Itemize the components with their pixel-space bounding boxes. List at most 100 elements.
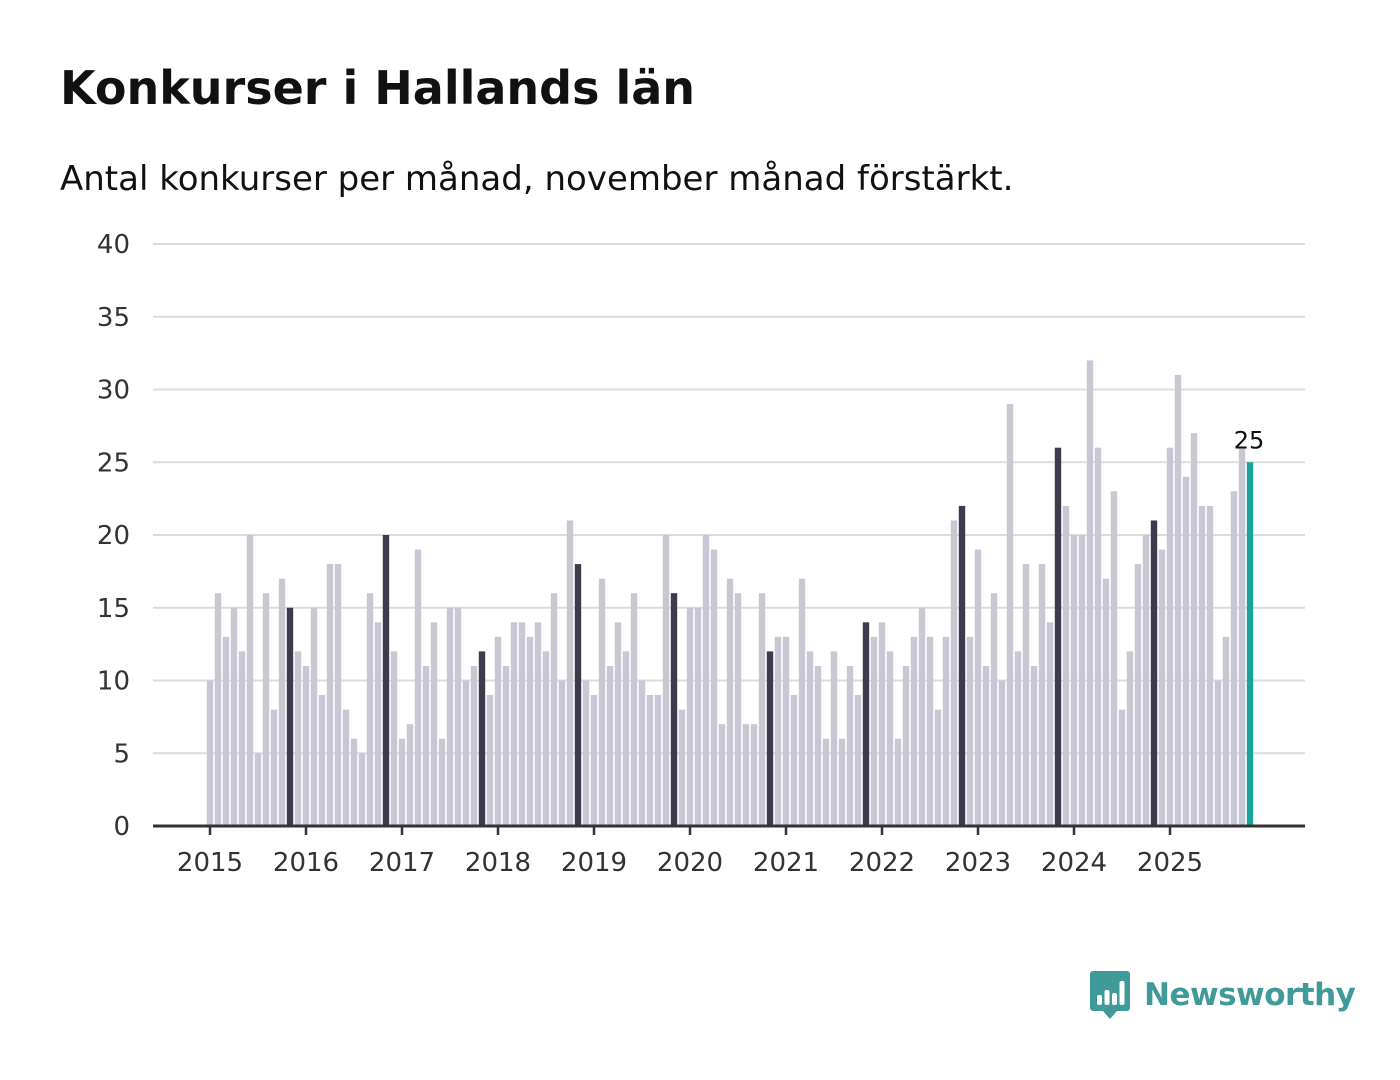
- x-tick-label: 2015: [177, 848, 243, 878]
- bar: [798, 578, 806, 826]
- bar: [662, 535, 670, 826]
- bar: [638, 680, 646, 826]
- bar: [614, 622, 622, 826]
- bar: [846, 665, 854, 826]
- bar: [718, 724, 726, 826]
- bar: [1190, 433, 1198, 826]
- bar: [318, 695, 326, 826]
- bar: [790, 695, 798, 826]
- bar: [942, 636, 950, 826]
- bar: [982, 665, 990, 826]
- bar: [230, 607, 238, 826]
- bar: [758, 593, 766, 826]
- bar: [1070, 535, 1078, 826]
- bar: [566, 520, 574, 826]
- bar: [438, 738, 446, 826]
- bar: [1126, 651, 1134, 826]
- bar: [1078, 535, 1086, 826]
- bar: [510, 622, 518, 826]
- x-tick-label: 2025: [1137, 848, 1203, 878]
- bar: [342, 709, 350, 826]
- bar: [750, 724, 758, 826]
- bar: [1030, 665, 1038, 826]
- bar: [806, 651, 814, 826]
- bar: [1142, 535, 1150, 826]
- bar: [358, 753, 366, 826]
- bar: [838, 738, 846, 826]
- axes: [153, 824, 1305, 835]
- bar-november: [670, 593, 678, 826]
- bar: [1046, 622, 1054, 826]
- bar-november: [766, 651, 774, 826]
- bar: [214, 593, 222, 826]
- bar: [414, 549, 422, 826]
- bar: [334, 564, 342, 826]
- bar: [598, 578, 606, 826]
- x-tick-label: 2020: [657, 848, 723, 878]
- bar: [446, 607, 454, 826]
- bar: [494, 636, 502, 826]
- bar: [1158, 549, 1166, 826]
- bar: [278, 578, 286, 826]
- bar: [910, 636, 918, 826]
- bar: [1166, 447, 1174, 826]
- x-tick-label: 2021: [753, 848, 819, 878]
- bar: [886, 651, 894, 826]
- newsworthy-logo[interactable]: Newsworthy: [1090, 968, 1356, 1022]
- bar-november: [1054, 447, 1062, 826]
- bar: [310, 607, 318, 826]
- x-tick-label: 2017: [369, 848, 435, 878]
- bar: [1094, 447, 1102, 826]
- bar: [1206, 505, 1214, 826]
- y-tick-label: 35: [97, 303, 130, 333]
- bar: [1102, 578, 1110, 826]
- bar: [854, 695, 862, 826]
- bar: [822, 738, 830, 826]
- bar: [254, 753, 262, 826]
- bar: [246, 535, 254, 826]
- bar-chart-speech-bubble-icon: [1090, 971, 1130, 1019]
- bar: [462, 680, 470, 826]
- bar: [830, 651, 838, 826]
- bar: [606, 665, 614, 826]
- y-tick-label: 20: [97, 521, 130, 551]
- bar: [262, 593, 270, 826]
- y-tick-label: 25: [97, 448, 130, 478]
- x-tick-label: 2016: [273, 848, 339, 878]
- bar: [774, 636, 782, 826]
- bar: [702, 535, 710, 826]
- bar: [470, 665, 478, 826]
- bar: [542, 651, 550, 826]
- bar: [518, 622, 526, 826]
- bar: [406, 724, 414, 826]
- bar: [782, 636, 790, 826]
- bar: [1174, 374, 1182, 826]
- bar: [1062, 505, 1070, 826]
- bar: [726, 578, 734, 826]
- bar: [206, 680, 214, 826]
- bar: [1086, 360, 1094, 826]
- bar: [502, 665, 510, 826]
- y-tick-label: 5: [113, 739, 130, 769]
- x-tick-label: 2022: [849, 848, 915, 878]
- bar: [926, 636, 934, 826]
- bar: [686, 607, 694, 826]
- bar-november: [286, 607, 294, 826]
- bar-november: [958, 505, 966, 826]
- bar: [1198, 505, 1206, 826]
- bars: [206, 360, 1254, 826]
- bar: [974, 549, 982, 826]
- brand-name: Newsworthy: [1144, 977, 1356, 1013]
- bar: [454, 607, 462, 826]
- bar: [1118, 709, 1126, 826]
- bar: [1038, 564, 1046, 826]
- bar: [526, 636, 534, 826]
- bar-november: [862, 622, 870, 826]
- bar: [294, 651, 302, 826]
- bar: [550, 593, 558, 826]
- bar: [1110, 491, 1118, 826]
- bar-november: [574, 564, 582, 826]
- bar: [350, 738, 358, 826]
- bar: [590, 695, 598, 826]
- bar-november: [1150, 520, 1158, 826]
